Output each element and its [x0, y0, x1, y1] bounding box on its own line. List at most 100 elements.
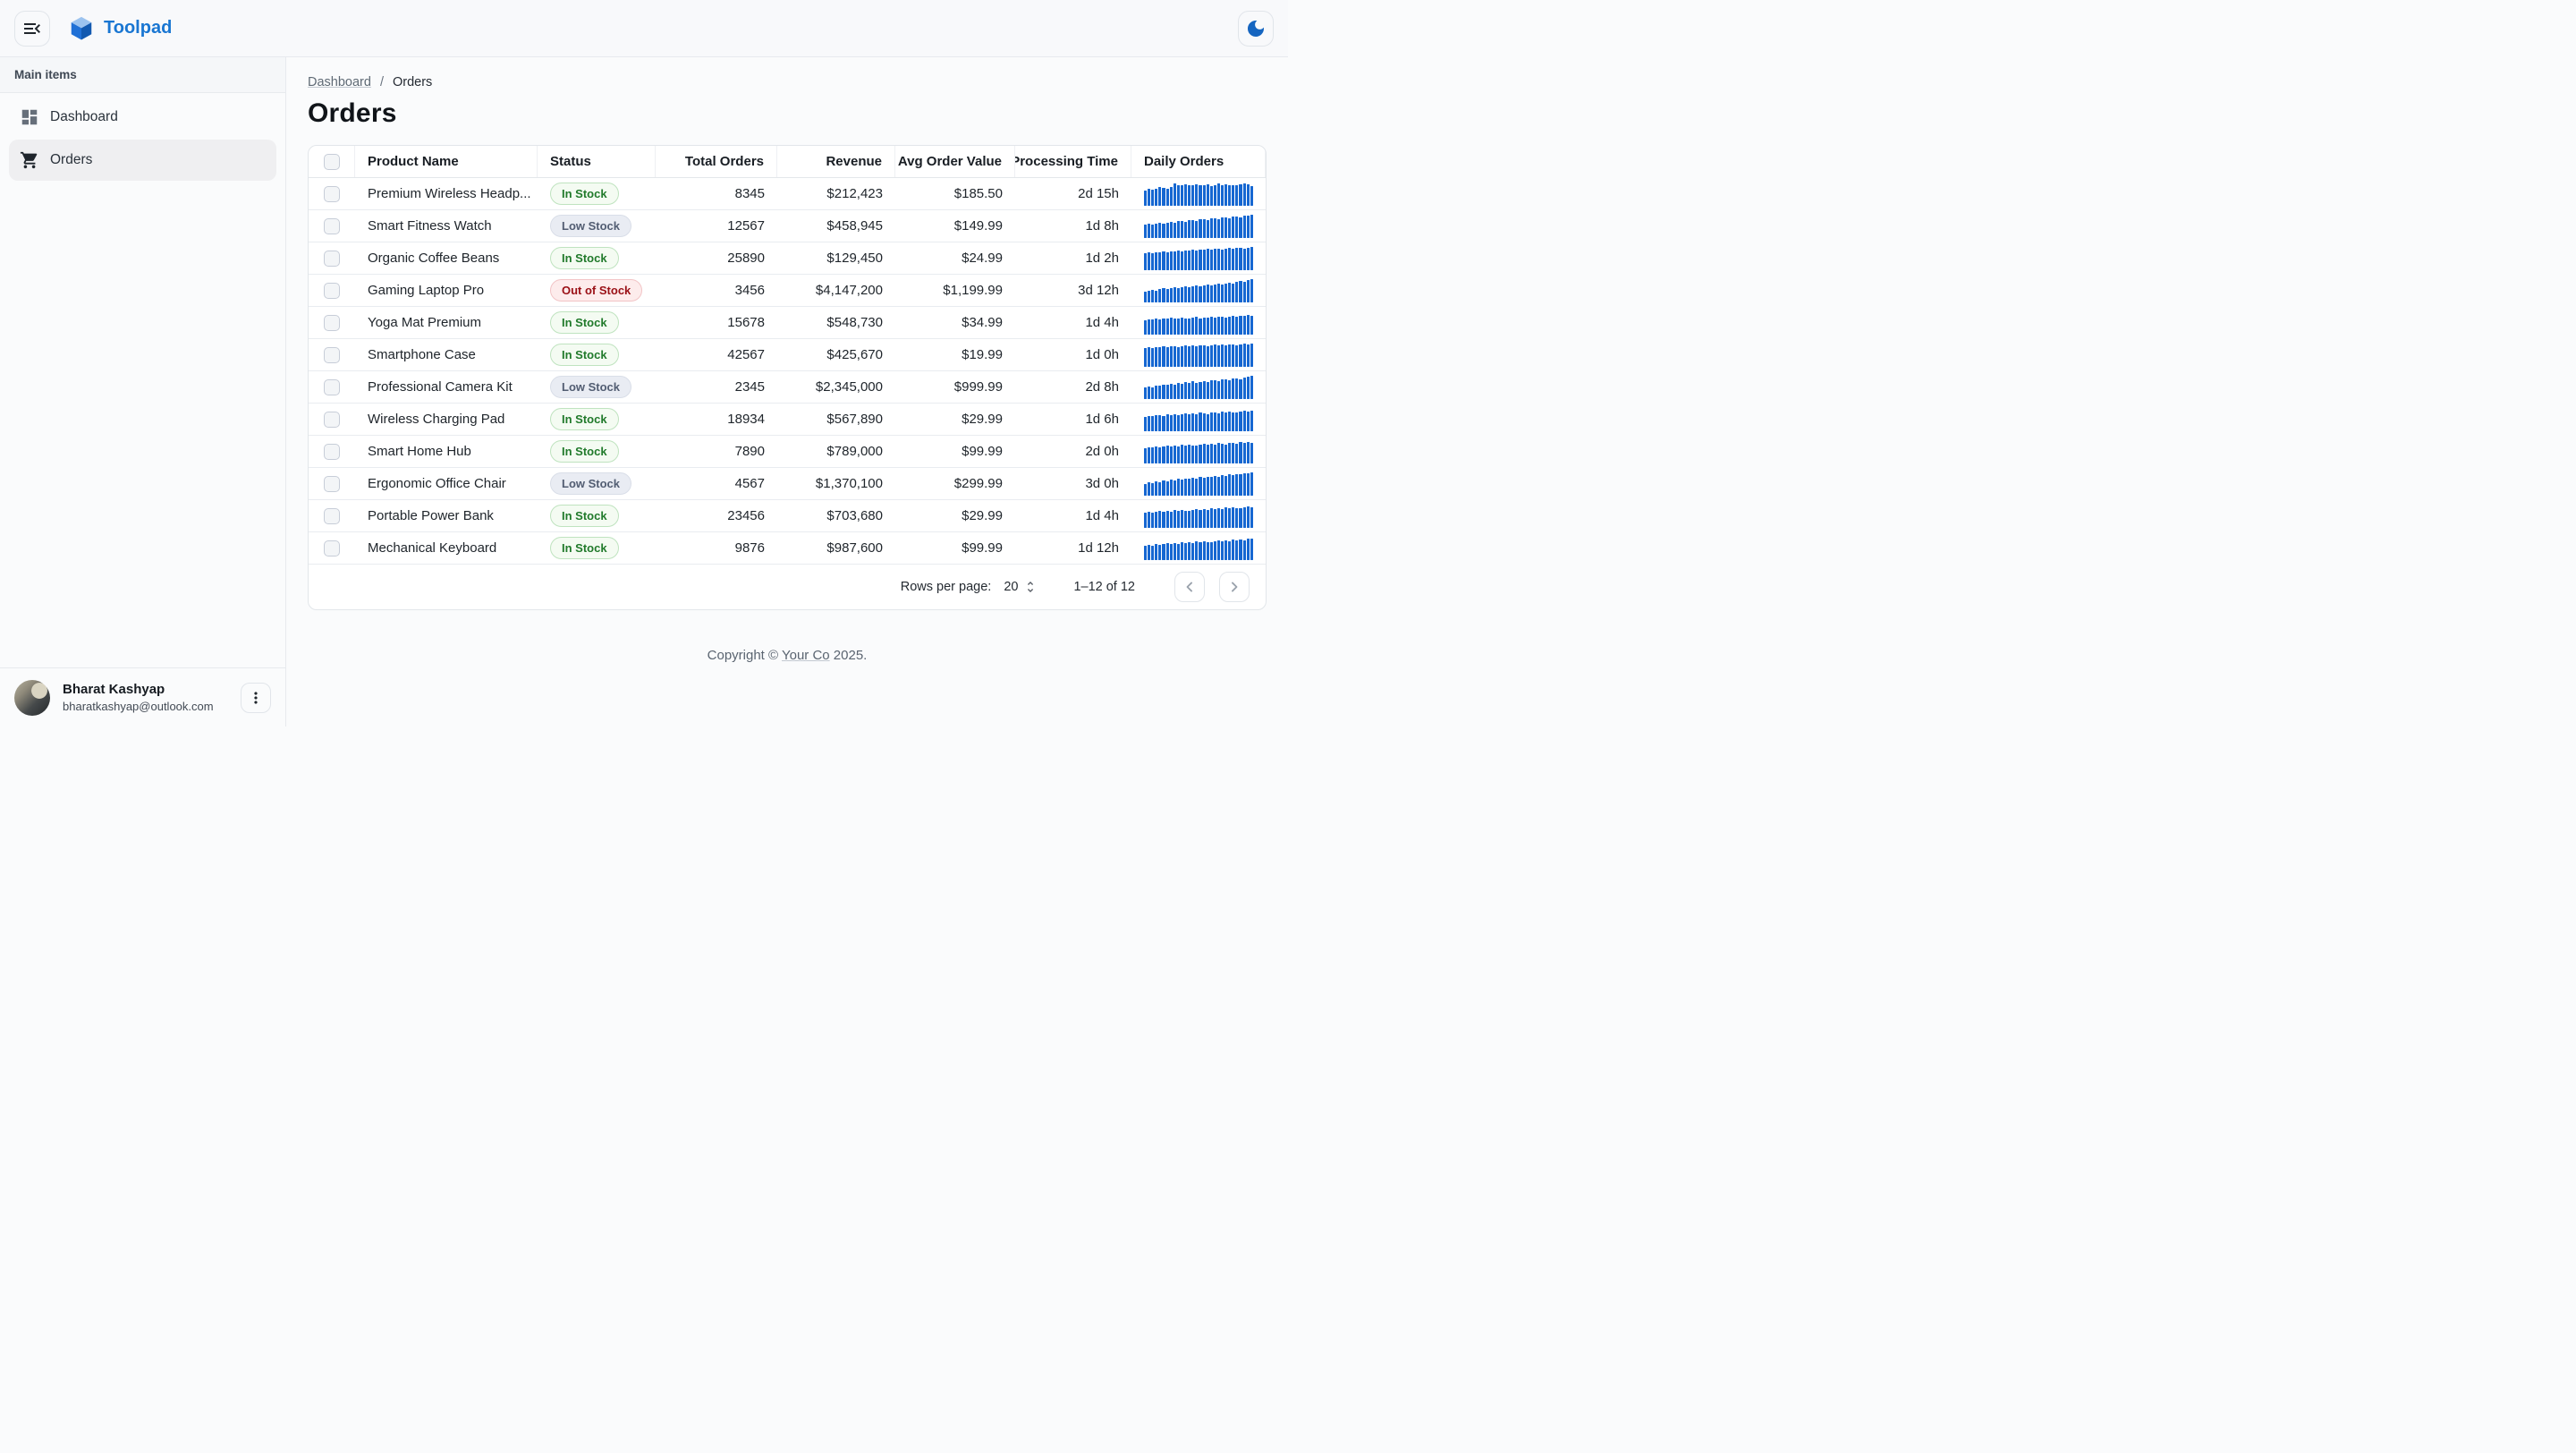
user-account-section: Bharat Kashyap bharatkashyap@outlook.com	[0, 667, 285, 726]
daily-orders-cell	[1131, 339, 1266, 370]
row-select-cell	[309, 436, 355, 467]
moon-icon	[1245, 18, 1267, 39]
rows-per-page-select[interactable]: 20	[1004, 580, 1038, 594]
daily-orders-sparkline	[1144, 278, 1253, 302]
row-select-cell	[309, 210, 355, 242]
daily-orders-sparkline	[1144, 214, 1253, 238]
row-checkbox[interactable]	[324, 475, 340, 492]
processing-time-cell: 1d 6h	[1085, 412, 1119, 427]
column-header-product-name[interactable]: Product Name	[355, 146, 538, 177]
row-select-cell	[309, 404, 355, 435]
product-name-cell: Organic Coffee Beans	[368, 251, 500, 266]
user-meta: Bharat Kashyap bharatkashyap@outlook.com	[63, 682, 228, 713]
daily-orders-cell	[1131, 242, 1266, 274]
revenue-cell: $987,600	[826, 540, 883, 556]
user-menu-button[interactable]	[241, 682, 271, 713]
avg-order-value-cell: $24.99	[962, 251, 1003, 266]
revenue-cell: $458,945	[826, 218, 883, 234]
company-link[interactable]: Your Co	[781, 648, 830, 663]
processing-time-cell: 1d 12h	[1078, 540, 1119, 556]
table-body: Premium Wireless Headp... In Stock 8345 …	[309, 178, 1266, 565]
sidebar: Main items Dashboard Orders Bharat Kashy…	[0, 57, 286, 726]
row-select-cell	[309, 275, 355, 306]
product-name-cell: Ergonomic Office Chair	[368, 476, 506, 491]
status-badge: In Stock	[550, 246, 619, 270]
breadcrumb-dashboard-link[interactable]: Dashboard	[308, 75, 371, 89]
revenue-cell: $789,000	[826, 444, 883, 459]
row-checkbox[interactable]	[324, 411, 340, 428]
daily-orders-cell	[1131, 307, 1266, 338]
page-title: Orders	[308, 98, 397, 128]
daily-orders-sparkline	[1144, 375, 1253, 399]
avg-order-value-cell: $29.99	[962, 508, 1003, 523]
row-checkbox[interactable]	[324, 378, 340, 395]
status-badge: In Stock	[550, 407, 619, 431]
theme-toggle-button[interactable]	[1238, 10, 1274, 47]
avg-order-value-cell: $999.99	[953, 379, 1003, 395]
column-header-total-orders[interactable]: Total Orders	[656, 146, 777, 177]
status-cell: In Stock	[538, 500, 656, 531]
daily-orders-sparkline	[1144, 343, 1253, 367]
sidebar-item-label: Orders	[50, 152, 93, 167]
column-header-daily-orders[interactable]: Daily Orders	[1131, 146, 1266, 177]
processing-time-cell: 2d 8h	[1085, 379, 1119, 395]
column-header-revenue[interactable]: Revenue	[777, 146, 895, 177]
select-all-checkbox[interactable]	[323, 153, 340, 170]
daily-orders-sparkline	[1144, 183, 1253, 206]
sidebar-item-dashboard[interactable]: Dashboard	[9, 97, 276, 138]
status-cell: Low Stock	[538, 468, 656, 499]
row-checkbox[interactable]	[324, 540, 340, 557]
daily-orders-cell	[1131, 500, 1266, 531]
daily-orders-cell	[1131, 532, 1266, 564]
total-orders-cell: 8345	[734, 186, 765, 201]
row-checkbox[interactable]	[324, 346, 340, 363]
avg-order-value-cell: $1,199.99	[943, 283, 1003, 298]
previous-page-button[interactable]	[1174, 572, 1205, 602]
next-page-button[interactable]	[1219, 572, 1250, 602]
avg-order-value-cell: $149.99	[953, 218, 1003, 234]
table-row: Smart Fitness Watch Low Stock 12567 $458…	[309, 210, 1266, 242]
table-row: Yoga Mat Premium In Stock 15678 $548,730…	[309, 307, 1266, 339]
table-row: Premium Wireless Headp... In Stock 8345 …	[309, 178, 1266, 210]
total-orders-cell: 23456	[727, 508, 765, 523]
total-orders-cell: 42567	[727, 347, 765, 362]
row-checkbox[interactable]	[324, 314, 340, 331]
table-row: Organic Coffee Beans In Stock 25890 $129…	[309, 242, 1266, 275]
row-select-cell	[309, 339, 355, 370]
revenue-cell: $703,680	[826, 508, 883, 523]
row-checkbox[interactable]	[324, 507, 340, 524]
total-orders-cell: 9876	[734, 540, 765, 556]
column-header-status[interactable]: Status	[538, 146, 656, 177]
chevron-right-icon	[1225, 578, 1243, 596]
row-checkbox[interactable]	[324, 185, 340, 202]
row-select-cell	[309, 178, 355, 209]
table-pagination: Rows per page: 20 1–12 of 12	[309, 565, 1266, 609]
total-orders-cell: 25890	[727, 251, 765, 266]
sidebar-item-orders[interactable]: Orders	[9, 140, 276, 181]
table-row: Wireless Charging Pad In Stock 18934 $56…	[309, 404, 1266, 436]
copyright-footer: Copyright © Your Co 2025.	[308, 648, 1267, 663]
table-row: Mechanical Keyboard In Stock 9876 $987,6…	[309, 532, 1266, 565]
product-name-cell: Professional Camera Kit	[368, 379, 513, 395]
column-header-avg-order-value[interactable]: Avg Order Value	[895, 146, 1015, 177]
brand-home-link[interactable]: Toolpad	[68, 15, 172, 42]
row-checkbox[interactable]	[324, 250, 340, 267]
sidebar-collapse-button[interactable]	[14, 10, 50, 47]
sidebar-section-label: Main items	[0, 57, 285, 93]
status-cell: In Stock	[538, 178, 656, 209]
daily-orders-cell	[1131, 404, 1266, 435]
select-all-cell	[309, 146, 355, 177]
column-header-processing-time[interactable]: Processing Time	[1015, 146, 1131, 177]
product-name-cell: Mechanical Keyboard	[368, 540, 497, 556]
total-orders-cell: 7890	[734, 444, 765, 459]
status-badge: Out of Stock	[550, 278, 643, 302]
row-checkbox[interactable]	[324, 443, 340, 460]
table-row: Professional Camera Kit Low Stock 2345 $…	[309, 371, 1266, 404]
row-checkbox[interactable]	[324, 282, 340, 299]
revenue-cell: $129,450	[826, 251, 883, 266]
table-row: Ergonomic Office Chair Low Stock 4567 $1…	[309, 468, 1266, 500]
status-cell: In Stock	[538, 339, 656, 370]
row-checkbox[interactable]	[324, 217, 340, 234]
revenue-cell: $425,670	[826, 347, 883, 362]
avg-order-value-cell: $185.50	[953, 186, 1003, 201]
